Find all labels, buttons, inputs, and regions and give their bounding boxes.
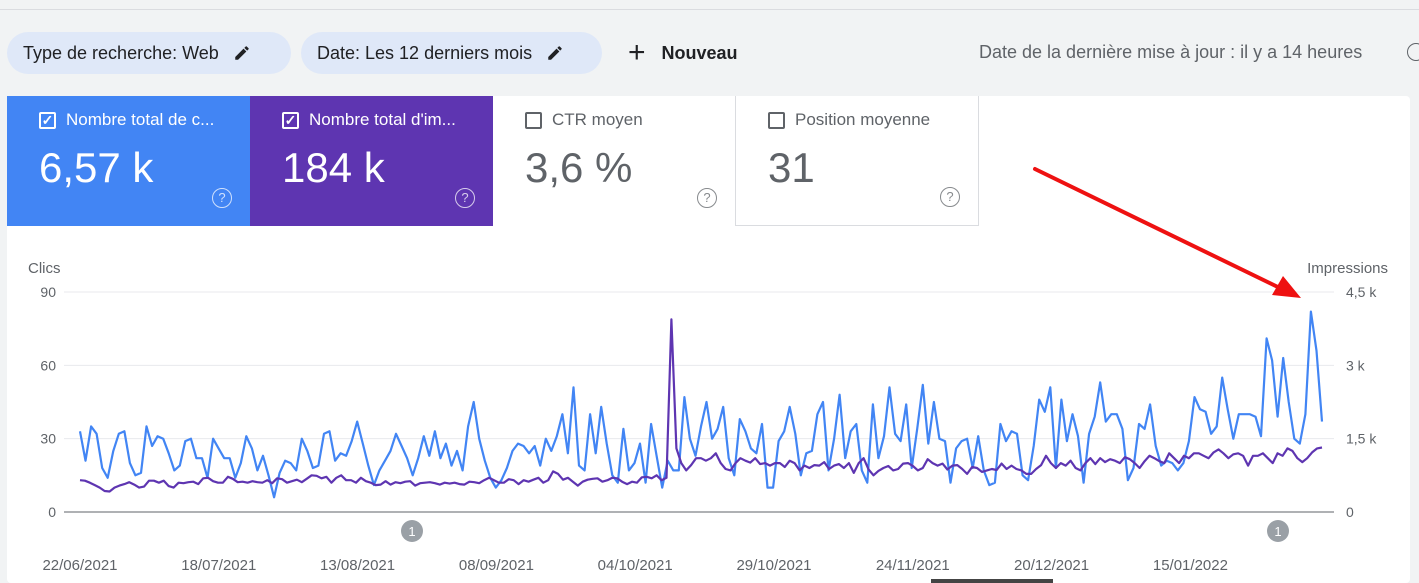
annotation-label: 1 xyxy=(1274,524,1281,539)
scrollbar[interactable] xyxy=(931,579,1053,583)
metric-card-ctr[interactable]: CTR moyen 3,6 % ? xyxy=(493,96,736,226)
help-icon[interactable]: ? xyxy=(697,188,717,208)
metric-label: Position moyenne xyxy=(795,110,931,129)
metric-card-clicks[interactable]: ✓ Nombre total de c... 6,57 k ? xyxy=(7,96,250,226)
annotation-marker[interactable]: 1 xyxy=(401,520,423,542)
chart-series xyxy=(78,310,1324,499)
checkbox-checked-icon[interactable]: ✓ xyxy=(39,111,56,129)
x-tick-label: 20/12/2021 xyxy=(1014,557,1089,574)
last-update-text: Date de la dernière mise à jour : il y a… xyxy=(979,42,1363,62)
chart-gridlines xyxy=(64,291,1334,513)
edit-icon xyxy=(548,46,562,60)
new-filter-button[interactable]: + Nouveau xyxy=(628,36,738,70)
metric-label: CTR moyen xyxy=(552,110,643,129)
checkbox-checked-icon[interactable]: ✓ xyxy=(282,111,299,129)
help-icon[interactable]: ? xyxy=(212,188,232,208)
left-tick-label: 0 xyxy=(48,504,56,520)
metric-card-impressions[interactable]: ✓ Nombre total d'im... 184 k ? xyxy=(250,96,493,226)
metric-value: 184 k xyxy=(282,144,385,191)
clicks-line xyxy=(78,310,1324,499)
date-filter-label: Date: Les 12 derniers mois xyxy=(317,42,533,63)
x-tick-label: 04/10/2021 xyxy=(598,557,673,574)
right-tick-label: 3 k xyxy=(1346,357,1366,373)
x-tick-label: 18/07/2021 xyxy=(181,557,256,574)
x-tick-label: 15/01/2022 xyxy=(1153,557,1228,574)
checkbox-unchecked-icon[interactable] xyxy=(525,111,542,129)
x-tick-label: 08/09/2021 xyxy=(459,557,534,574)
new-filter-label: Nouveau xyxy=(661,42,738,63)
edit-icon xyxy=(235,46,249,60)
metric-card-position[interactable]: Position moyenne 31 ? xyxy=(736,96,979,226)
axis-ticks: 90 4,5 k 60 3 k 30 1,5 k 0 0 22/06/2021 18/07/202… xyxy=(40,284,1377,574)
left-tick-label: 90 xyxy=(40,284,56,300)
right-tick-label: 4,5 k xyxy=(1346,284,1377,300)
red-arrow-annotation xyxy=(1033,167,1301,298)
x-tick-label: 22/06/2021 xyxy=(42,557,117,574)
left-tick-label: 30 xyxy=(40,431,56,447)
left-tick-label: 60 xyxy=(40,357,56,373)
metric-label: Nombre total de c... xyxy=(66,110,215,129)
top-divider xyxy=(0,9,1419,10)
date-filter-chip[interactable]: Date: Les 12 derniers mois xyxy=(301,32,602,74)
annotation-marker[interactable]: 1 xyxy=(1267,520,1289,542)
help-icon[interactable]: ? xyxy=(940,187,960,207)
right-tick-label: 1,5 k xyxy=(1346,431,1377,447)
metric-value: 31 xyxy=(768,144,815,191)
checkbox-unchecked-icon[interactable] xyxy=(768,111,785,129)
plus-icon: + xyxy=(628,36,646,69)
search-type-filter-chip[interactable]: Type de recherche: Web xyxy=(7,32,291,74)
metric-value: 6,57 k xyxy=(39,144,154,191)
annotation-label: 1 xyxy=(408,524,415,539)
metric-value: 3,6 % xyxy=(525,144,633,191)
x-tick-label: 24/11/2021 xyxy=(876,557,950,574)
help-icon[interactable] xyxy=(1407,43,1419,61)
right-axis-title: Impressions xyxy=(1307,260,1388,277)
right-tick-label: 0 xyxy=(1346,504,1354,520)
left-axis-title: Clics xyxy=(28,260,61,277)
impressions-line xyxy=(79,318,1323,493)
search-type-filter-label: Type de recherche: Web xyxy=(23,42,219,63)
x-tick-label: 13/08/2021 xyxy=(320,557,395,574)
x-tick-label: 29/10/2021 xyxy=(736,557,811,574)
help-icon[interactable]: ? xyxy=(455,188,475,208)
metric-label: Nombre total d'im... xyxy=(309,110,456,129)
